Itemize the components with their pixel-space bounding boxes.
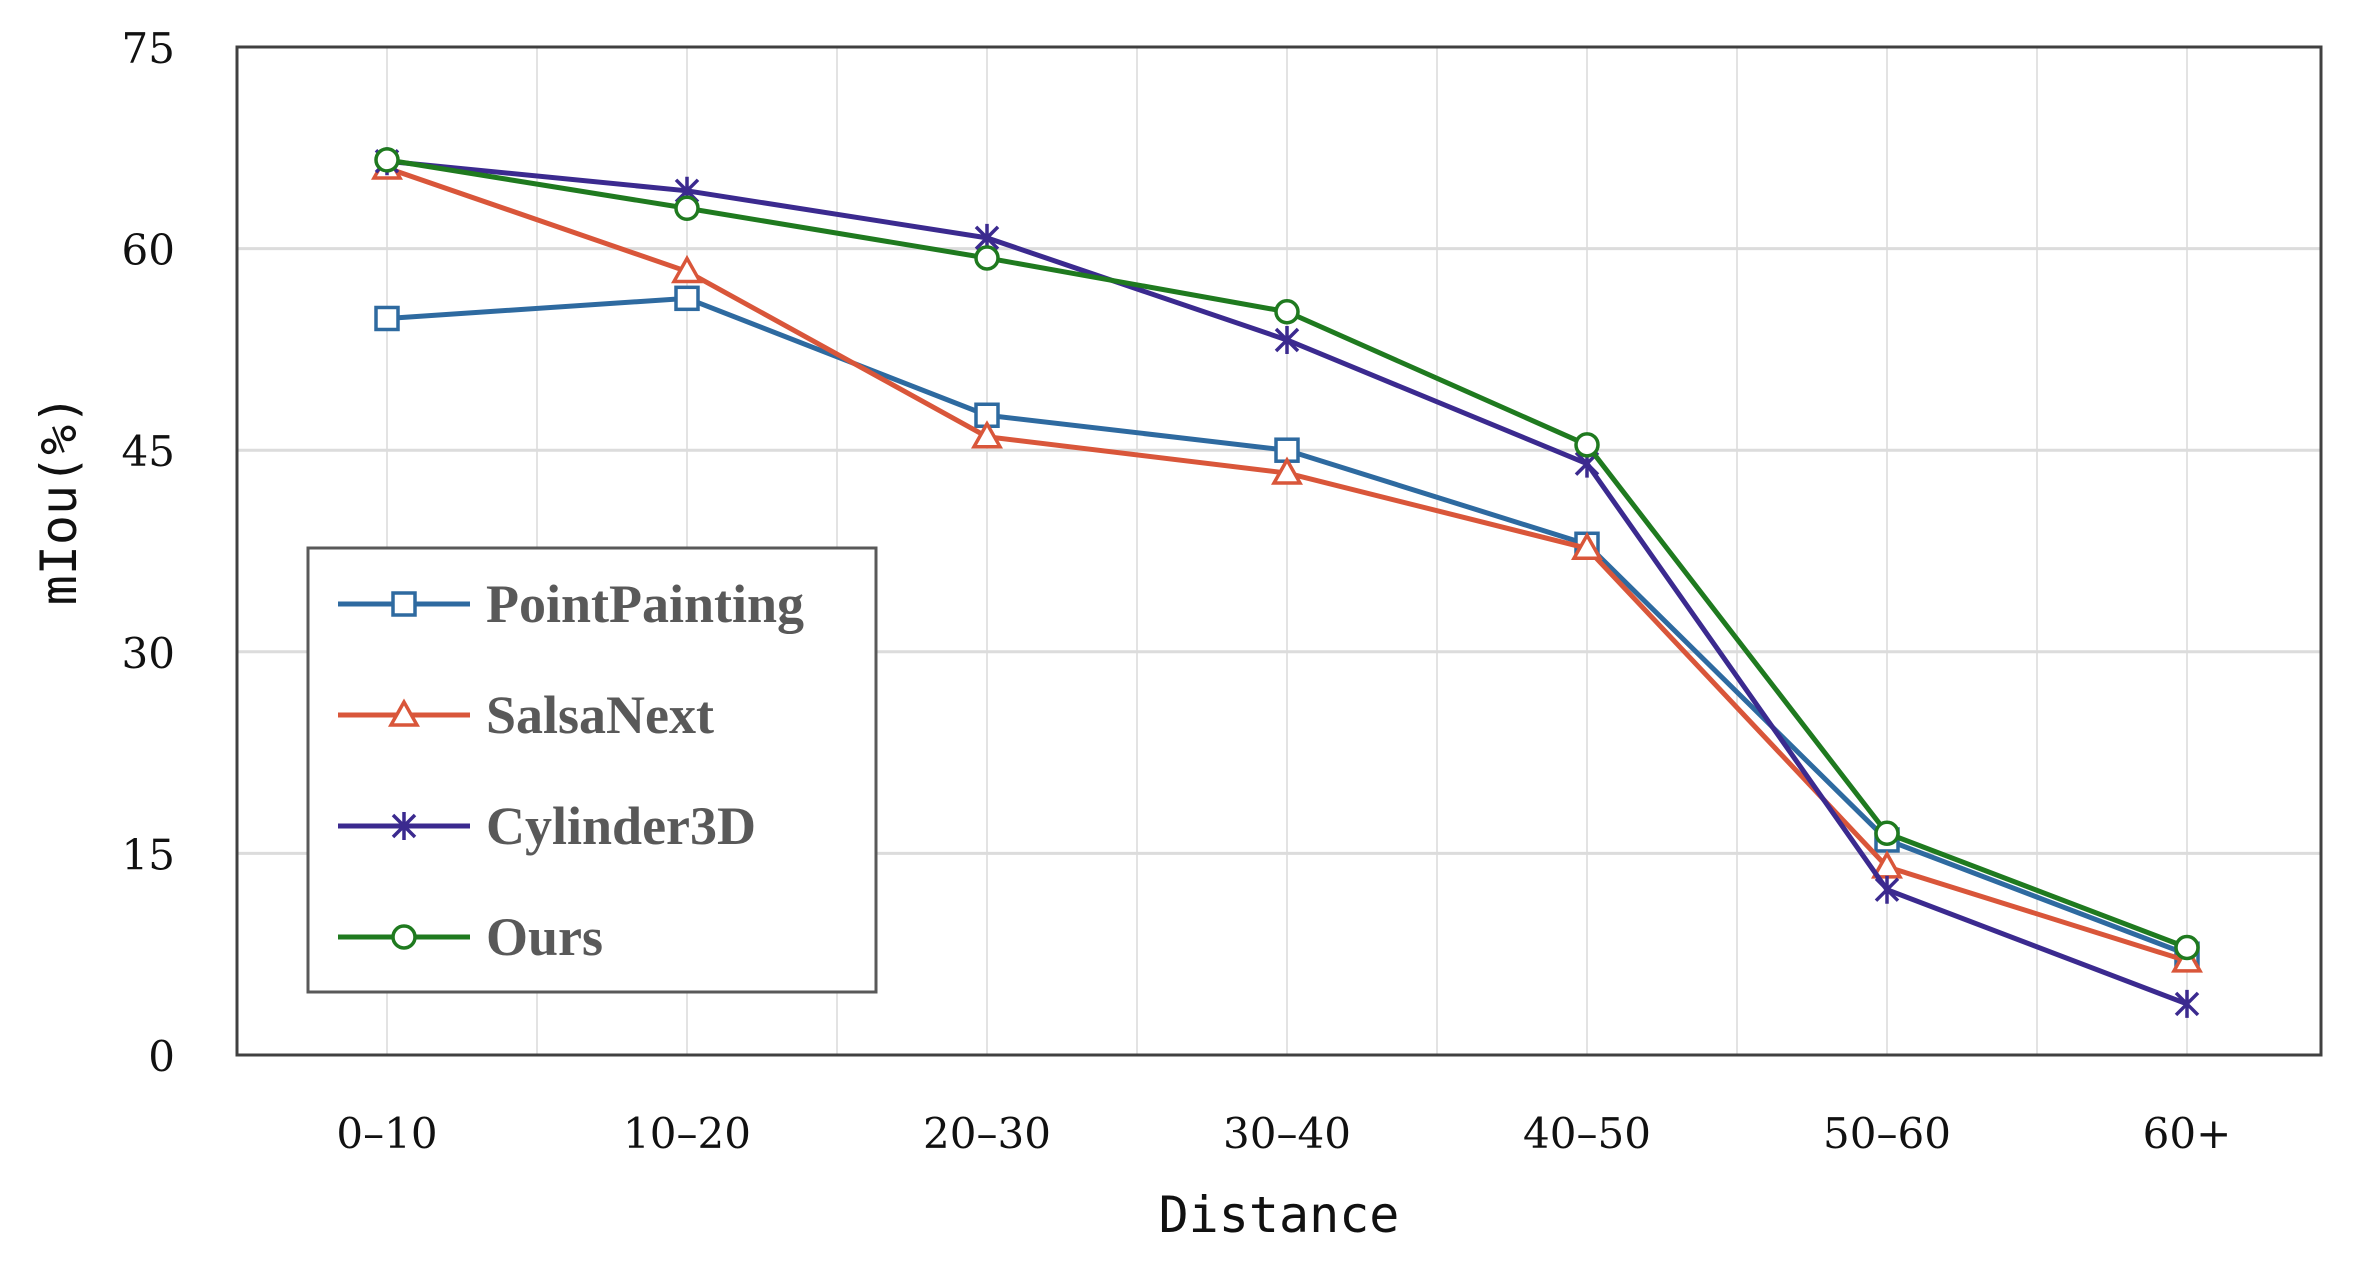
legend-item: Ours [338,907,603,967]
data-point [2174,934,2200,961]
data-point [1271,456,1303,485]
y-tick-label: 0 [148,1032,175,1081]
x-tick-label: 60+ [2143,1109,2232,1158]
legend-marker [391,812,417,840]
y-tick-labels: 0 15 30 45 60 75 [122,24,175,1081]
series-salsanext [371,151,2203,973]
series-ours [374,147,2200,961]
legend-marker [391,924,417,950]
data-point [674,285,700,312]
y-axis-label: mIou(%) [30,395,88,606]
data-point [374,305,400,332]
x-tick-label: 10–20 [623,1109,751,1158]
y-tick-label: 30 [122,629,175,678]
series [371,147,2203,1018]
y-tick-label: 75 [122,24,175,73]
legend-item: Cylinder3D [338,796,756,856]
y-tick-label: 60 [122,226,175,275]
legend-item: PointPainting [338,574,804,634]
x-tick-label: 20–30 [923,1109,1051,1158]
legend-label: Ours [486,907,603,967]
data-point [1874,820,1900,846]
data-point [1274,299,1300,325]
legend-item: SalsaNext [338,685,714,745]
y-tick-label: 15 [122,830,175,879]
legend-marker [391,591,417,617]
x-axis-label: Distance [1159,1186,1400,1244]
x-tick-label: 30–40 [1223,1109,1351,1158]
x-tick-label: 40–50 [1523,1109,1651,1158]
x-tick-label: 50–60 [1823,1109,1951,1158]
legend-box [306,546,878,994]
x-tick-labels: 0–10 10–20 20–30 30–40 40–50 50–60 60+ [336,1109,2231,1158]
legend-label: PointPainting [486,574,804,634]
plot-frame [235,45,2323,1057]
data-point [971,420,1003,449]
data-point [674,195,700,222]
legend: PointPainting SalsaNext Cylinder3D Ours [306,546,878,994]
legend-marker [388,698,420,727]
data-point [1571,531,1603,561]
data-point [974,245,1000,271]
data-point [1874,875,1900,904]
data-point [1274,325,1300,354]
data-point [671,254,703,284]
x-tick-label: 0–10 [336,1109,437,1158]
legend-label: Cylinder3D [486,796,756,856]
data-point [1574,432,1600,458]
legend-label: SalsaNext [486,685,714,745]
data-point [374,147,400,173]
y-tick-label: 45 [122,427,175,476]
data-point [2174,989,2200,1018]
